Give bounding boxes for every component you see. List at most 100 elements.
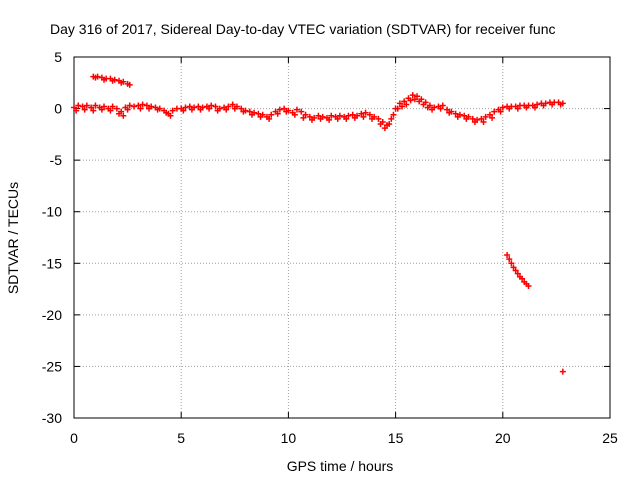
data-point [499,104,506,111]
data-point [300,114,307,121]
data-point [559,368,566,375]
data-point [71,104,77,111]
data-point [225,103,232,110]
data-point [345,112,352,119]
data-point [334,115,341,122]
data-point [257,113,264,120]
data-point [118,79,125,86]
data-point [531,104,538,111]
x-tick-label: 20 [495,430,511,446]
data-point [107,107,114,114]
y-tick-label: -20 [42,307,62,323]
data-point [454,113,461,120]
data-point [437,105,444,112]
data-point [508,260,515,267]
data-point [143,102,150,109]
data-point [420,101,427,108]
data-point [240,108,247,115]
data-point [109,77,116,84]
data-point [429,106,436,113]
data-point [360,113,367,120]
data-point [98,106,105,113]
data-point [186,103,193,110]
data-point [471,118,478,125]
data-point [246,108,253,115]
y-tick-labels: 5 0 -5 -10 -15 -20 -25 -30 [42,49,62,426]
data-point [381,125,388,132]
y-tick-label: -25 [42,358,62,374]
data-point [139,101,146,108]
data-point [317,115,324,122]
data-point [223,106,230,113]
data-point [401,98,408,105]
series-upper-segment [90,73,133,88]
data-point [131,103,138,110]
data-point [439,102,446,109]
data-point [409,92,416,99]
data-point [135,102,142,109]
data-point [231,105,238,112]
data-point [399,103,406,110]
data-point [491,108,498,115]
data-point [512,267,519,274]
series-main-band [71,92,566,129]
data-point [163,109,170,116]
data-point [349,111,356,118]
data-point [109,103,116,110]
data-point [214,107,221,114]
x-axis-label: GPS time / hours [287,458,394,474]
data-point [283,108,290,115]
grid [74,57,610,418]
data-point [497,108,504,115]
data-point [510,264,517,271]
data-point [377,121,384,128]
data-point [229,101,236,108]
data-point [137,105,144,112]
y-tick-label: -30 [42,410,62,426]
data-point [101,103,108,110]
data-point [514,270,521,277]
data-point [358,110,365,117]
data-point [274,110,281,117]
data-point [482,113,489,120]
data-point [88,104,95,111]
data-point [328,112,335,119]
data-point [557,101,564,108]
data-point [126,81,133,88]
data-point [523,104,530,111]
data-point [326,116,333,123]
data-point [519,275,526,282]
x-tick-label: 5 [177,430,185,446]
data-point [375,115,382,122]
data-point [180,107,187,114]
data-point [293,106,300,113]
data-point [549,101,556,108]
series-outlier [559,368,566,375]
y-tick-label: 0 [54,101,62,117]
data-point [266,115,273,122]
data-point [206,105,213,112]
data-point [83,102,90,109]
data-point [351,114,358,121]
data-point [366,111,373,118]
axes [73,56,611,419]
data-point [525,282,532,289]
data-point [386,121,393,128]
data-point [146,105,153,112]
data-point [248,111,255,118]
data-point [302,111,309,118]
data-point [504,252,511,259]
data-point [281,105,288,112]
data-point [336,112,343,119]
data-point [291,111,298,118]
series-main-band-lower [73,96,564,132]
data-point [255,110,262,117]
x-tick-label: 10 [281,430,297,446]
data-point [113,105,120,112]
data-point [90,107,97,114]
x-tick-label: 0 [70,430,78,446]
x-tick-labels: 0 5 10 15 20 25 [70,430,618,446]
y-tick-label: 5 [54,49,62,65]
data-point [116,110,123,117]
